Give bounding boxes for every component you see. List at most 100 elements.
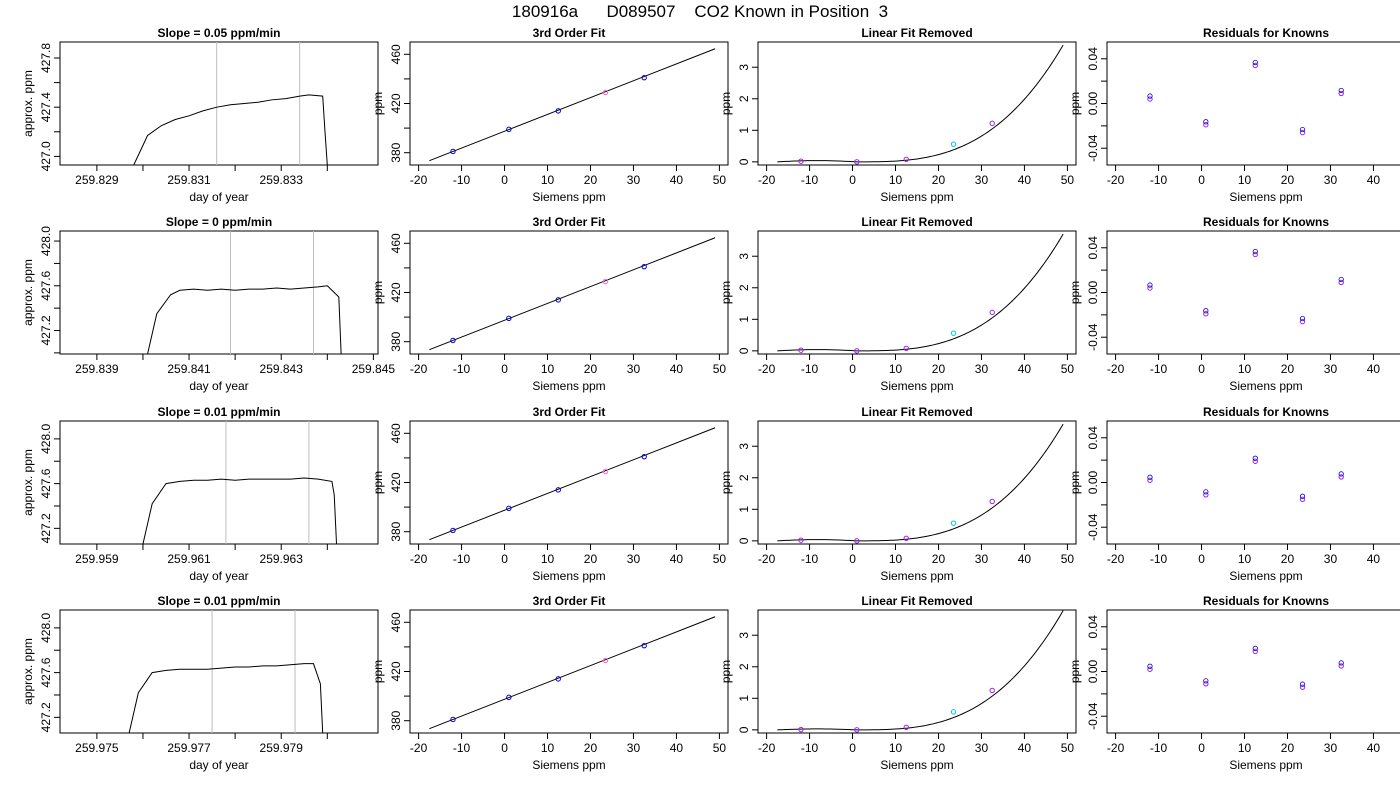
plot-frame (59, 609, 379, 734)
x-tick-label: 259.833 (260, 173, 304, 187)
x-axis-label: day of year (189, 190, 248, 204)
data-point (854, 538, 860, 544)
x-tick-label: 20 (584, 173, 598, 187)
x-tick-label: 40 (670, 741, 684, 755)
x-axis-label: Siemens ppm (532, 569, 605, 583)
data-point (1338, 474, 1344, 480)
y-tick-label: 420 (389, 472, 403, 492)
plot-area (777, 233, 1064, 354)
x-tick-label: 259.843 (260, 362, 304, 376)
x-tick-label: 30 (627, 362, 641, 376)
y-tick-label: 427.4 (39, 92, 53, 122)
x-tick-label: 50 (1061, 741, 1075, 755)
y-tick-label: 428.0 (39, 613, 53, 643)
plot-frame (757, 420, 1077, 545)
x-tick-label: -20 (1107, 741, 1125, 755)
y-tick-label: 0.00 (1086, 470, 1100, 494)
y-tick-label: 460 (389, 44, 403, 64)
x-tick-label: 30 (975, 741, 989, 755)
data-point (798, 347, 804, 353)
x-tick-label: 20 (584, 362, 598, 376)
panel-4-3: Linear Fit Removed -20 -10 0 10 20 30 40 50 0 1 2 3 S… (719, 594, 1077, 772)
x-axis-label: Siemens ppm (880, 569, 953, 583)
x-tick-label: 50 (713, 552, 727, 566)
x-tick-label: 30 (1324, 552, 1338, 566)
y-tick-label: 1 (737, 695, 751, 702)
plot-area (429, 427, 716, 541)
data-point (1338, 660, 1344, 666)
x-tick-label: 50 (713, 362, 727, 376)
y-tick-label: 380 (389, 142, 403, 162)
x-tick-label: 50 (713, 741, 727, 755)
panel-1-2: 3rd Order Fit -20 -10 0 10 20 30 40 50 380 420 460 S… (371, 26, 729, 204)
plot-frame (409, 420, 729, 545)
x-tick-label: 259.977 (167, 741, 211, 755)
x-tick-label: -10 (453, 552, 471, 566)
y-tick-label: -0.04 (1086, 702, 1100, 730)
y-tick-label: 3 (737, 64, 751, 71)
panel-title: Slope = 0 ppm/min (166, 215, 272, 229)
x-tick-label: 0 (849, 362, 856, 376)
data-point (989, 687, 995, 694)
y-tick-label: 427.0 (39, 141, 53, 171)
plot-frame (757, 230, 1077, 355)
data-point (1203, 119, 1209, 125)
x-tick-label: 0 (849, 173, 856, 187)
data-point (1338, 87, 1344, 94)
x-tick-label: -10 (801, 362, 819, 376)
y-tick-label: 427.2 (39, 513, 53, 543)
plot-area (128, 610, 324, 733)
x-axis-label: Siemens ppm (880, 379, 953, 393)
data-point (1252, 248, 1258, 255)
panel-1-3: Linear Fit Removed -20 -10 0 10 20 30 40 50 0 1 2 3 S… (719, 26, 1077, 204)
y-tick-label: 1 (737, 316, 751, 323)
y-axis-label: ppm (1068, 660, 1082, 683)
data-point (903, 156, 909, 163)
data-point (1252, 648, 1258, 655)
x-tick-label: 10 (541, 552, 555, 566)
x-tick-label: 0 (501, 362, 508, 376)
data-point (1147, 282, 1153, 288)
panel-title: Slope = 0.05 ppm/min (157, 26, 280, 40)
x-tick-label: 259.975 (75, 741, 119, 755)
data-point (1299, 129, 1306, 136)
x-tick-label: 30 (975, 362, 989, 376)
data-point (602, 468, 609, 475)
x-tick-label: 0 (1198, 552, 1205, 566)
x-tick-label: -10 (801, 173, 819, 187)
y-tick-label: -0.04 (1086, 323, 1100, 351)
y-tick-label: 0.00 (1086, 280, 1100, 304)
panel-3-2: 3rd Order Fit -20 -10 0 10 20 30 40 50 380 420 460 S… (371, 405, 729, 583)
panel-2-4: Residuals for Knowns-20-1001020304050-0.… (1068, 215, 1400, 393)
fit-line (429, 427, 716, 541)
y-tick-label: 0 (737, 537, 751, 544)
plot-area (777, 44, 1064, 165)
data-point (903, 345, 909, 352)
panel-3-4: Residuals for Knowns-20-1001020304050-0.… (1068, 405, 1400, 583)
y-tick-label: 3 (737, 632, 751, 639)
x-tick-label: -10 (1150, 741, 1168, 755)
data-point (950, 141, 957, 147)
series-line (147, 285, 342, 354)
x-tick-label: -20 (758, 173, 776, 187)
x-tick-label: 30 (627, 173, 641, 187)
plot-frame (1106, 41, 1400, 166)
panel-2-3: Linear Fit Removed -20 -10 0 10 20 30 40 50 0 1 2 3 S… (719, 215, 1077, 393)
data-point (854, 727, 860, 733)
x-tick-label: -20 (1107, 173, 1125, 187)
fit-line (777, 610, 1064, 731)
x-tick-label: 50 (1061, 552, 1075, 566)
data-point (1252, 645, 1258, 651)
y-tick-label: 0.00 (1086, 659, 1100, 683)
panel-1-1: Slope = 0.05 ppm/min 259.829 259.831 259.83… (21, 26, 379, 204)
data-point (1252, 62, 1258, 69)
x-tick-label: 40 (1018, 362, 1032, 376)
y-tick-label: 420 (389, 93, 403, 113)
y-tick-label: 428.0 (39, 226, 53, 256)
x-tick-label: -10 (1150, 362, 1168, 376)
panel-3-3: Linear Fit Removed -20 -10 0 10 20 30 40 50 0 1 2 3 S… (719, 405, 1077, 583)
x-tick-label: 40 (1367, 552, 1381, 566)
y-tick-label: 2 (737, 663, 751, 670)
x-tick-label: 259.841 (167, 362, 211, 376)
